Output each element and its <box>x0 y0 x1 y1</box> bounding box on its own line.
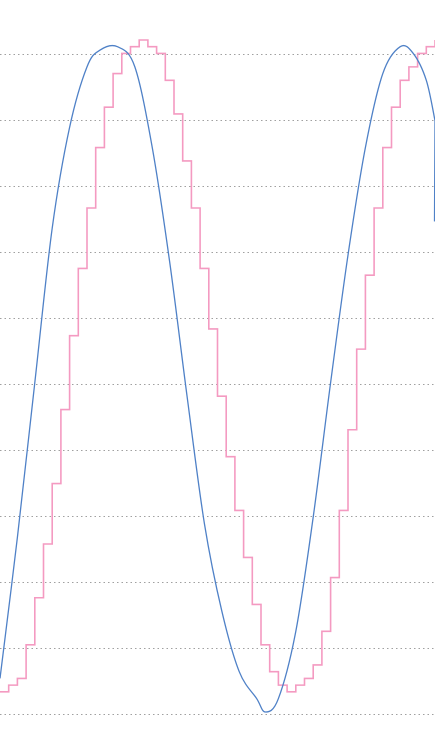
grid-lines <box>0 54 435 715</box>
series-lines <box>0 39 435 713</box>
smooth-series-line <box>0 44 435 713</box>
step-series-line <box>0 39 435 693</box>
